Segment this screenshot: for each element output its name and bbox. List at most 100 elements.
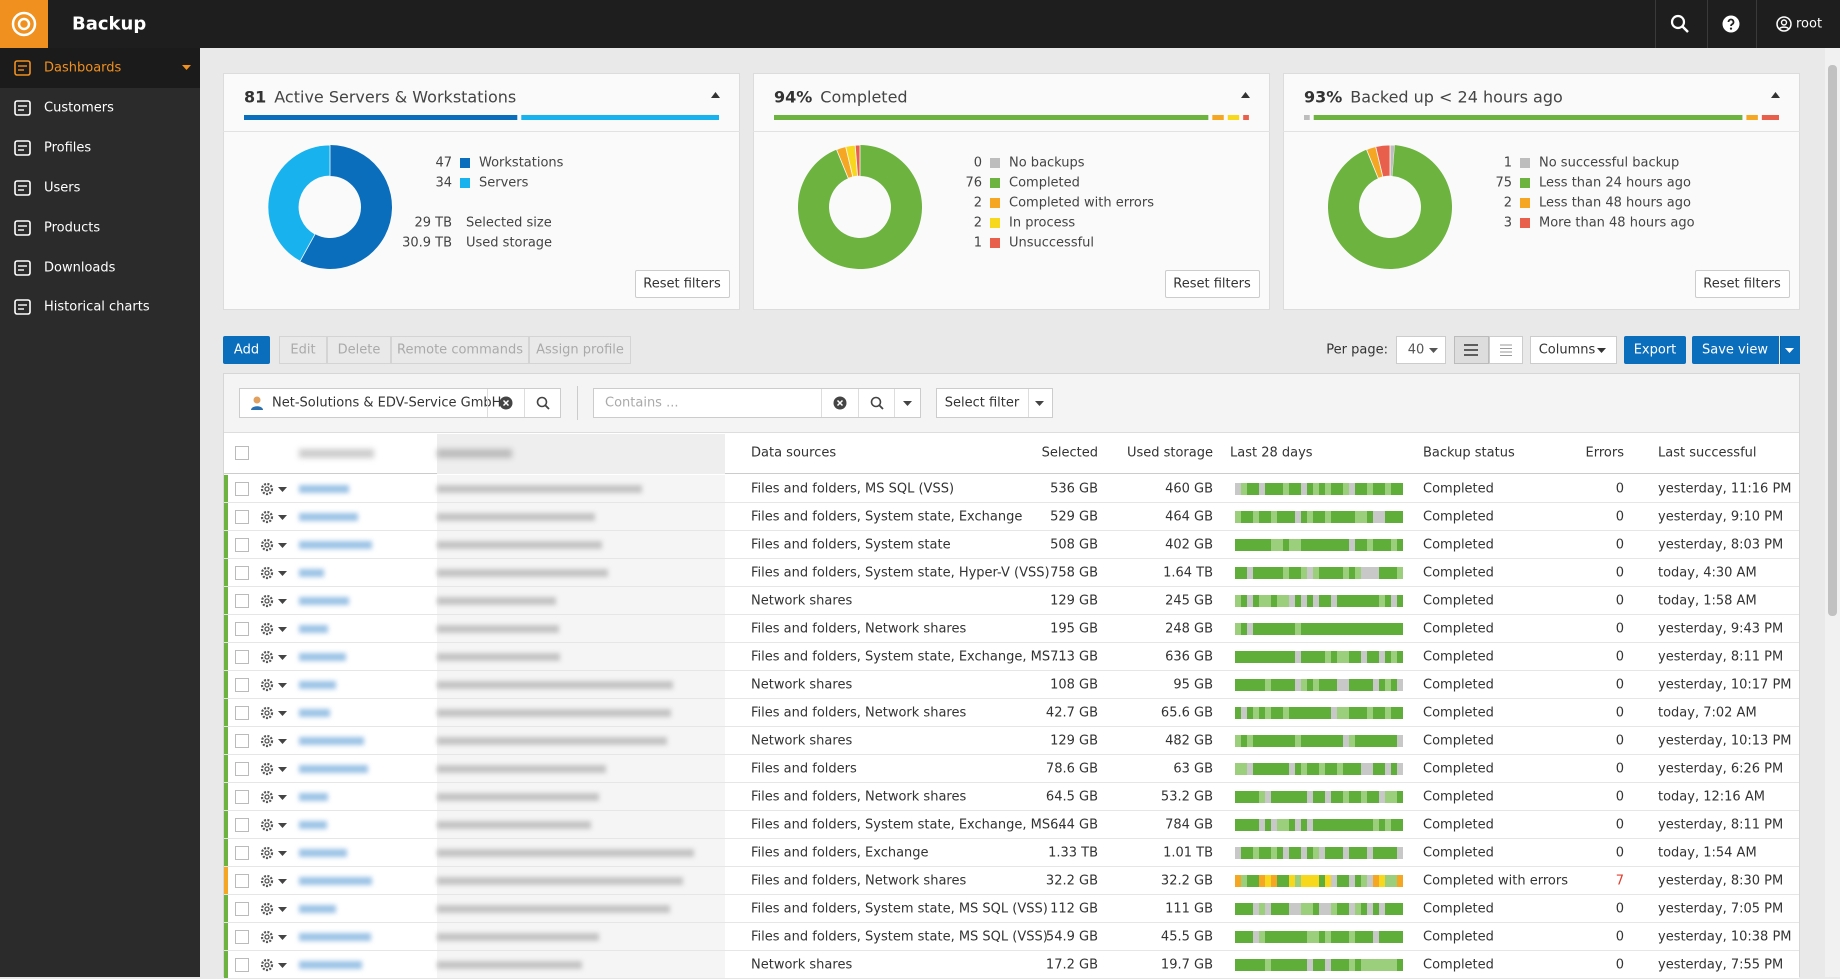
blurred-link[interactable] — [299, 568, 325, 577]
row-checkbox[interactable] — [235, 677, 249, 692]
search-icon[interactable] — [536, 396, 550, 410]
blurred-link[interactable] — [299, 708, 331, 717]
save-view-button[interactable] — [1692, 336, 1779, 364]
collapse-icon[interactable] — [1771, 92, 1781, 99]
toolbar-button[interactable] — [279, 336, 327, 364]
legend-label[interactable]: In process — [1009, 215, 1076, 231]
donut-segment[interactable] — [854, 144, 861, 177]
grid-view[interactable] — [1489, 336, 1523, 364]
row-checkbox[interactable] — [235, 733, 249, 748]
scroll-thumb[interactable] — [1828, 65, 1837, 616]
per-page-select[interactable] — [1396, 336, 1446, 364]
column-header[interactable]: Data sources — [751, 445, 837, 461]
collapse-icon[interactable] — [1241, 92, 1251, 99]
row-checkbox[interactable] — [235, 621, 249, 636]
donut-segment[interactable] — [1375, 144, 1391, 178]
row-checkbox[interactable] — [235, 509, 249, 524]
blurred-link[interactable] — [299, 596, 349, 605]
user-name[interactable]: root — [1796, 16, 1823, 32]
row-gear[interactable] — [260, 538, 274, 552]
row-gear[interactable] — [260, 622, 274, 636]
collapse-icon[interactable] — [711, 92, 721, 99]
reset-button[interactable] — [1165, 270, 1260, 298]
blurred-link[interactable] — [299, 848, 348, 857]
row-gear[interactable] — [260, 790, 274, 804]
clear-icon[interactable] — [499, 396, 513, 410]
legend-label[interactable]: Workstations — [479, 155, 564, 171]
menu-item[interactable]: Products — [44, 220, 101, 236]
legend-label[interactable]: Less than 24 hours ago — [1539, 175, 1691, 191]
row-gear[interactable] — [260, 650, 274, 664]
blurred-link[interactable] — [299, 932, 372, 941]
row-gear[interactable] — [260, 958, 274, 972]
row-gear[interactable] — [260, 566, 274, 580]
blurred-link[interactable] — [299, 960, 363, 969]
menu-item[interactable]: Dashboards — [44, 60, 122, 76]
row-checkbox[interactable] — [235, 481, 249, 496]
row-gear[interactable] — [260, 510, 274, 524]
row-checkbox[interactable] — [235, 873, 249, 888]
blurred-link[interactable] — [299, 652, 346, 661]
donut-segment[interactable] — [1328, 145, 1452, 269]
blurred-link[interactable] — [299, 540, 372, 549]
row-checkbox[interactable] — [235, 957, 249, 972]
header-checkbox[interactable] — [235, 446, 249, 460]
row-gear[interactable] — [260, 846, 274, 860]
legend-label[interactable]: No successful backup — [1539, 155, 1680, 171]
blurred-link[interactable] — [299, 904, 336, 913]
row-checkbox[interactable] — [235, 929, 249, 944]
column-header[interactable]: Backup status — [1423, 445, 1515, 461]
row-gear[interactable] — [260, 678, 274, 692]
help-icon[interactable] — [1722, 15, 1740, 33]
clear-icon[interactable] — [833, 396, 847, 410]
blurred-link[interactable] — [299, 624, 329, 633]
row-checkbox[interactable] — [235, 649, 249, 664]
row-checkbox[interactable] — [235, 565, 249, 580]
row-gear[interactable] — [260, 874, 274, 888]
toolbar-button[interactable] — [327, 336, 391, 364]
row-gear[interactable] — [260, 594, 274, 608]
blurred-link[interactable] — [299, 736, 364, 745]
legend-label[interactable]: Unsuccessful — [1009, 235, 1095, 251]
column-header[interactable]: Last successful — [1658, 445, 1757, 461]
legend-label[interactable]: Servers — [479, 175, 529, 191]
toolbar-button[interactable] — [391, 336, 529, 364]
row-checkbox[interactable] — [235, 761, 249, 776]
blurred-link[interactable] — [299, 876, 373, 885]
row-gear[interactable] — [260, 930, 274, 944]
blurred-link[interactable] — [299, 820, 327, 829]
user-icon[interactable] — [1776, 16, 1792, 32]
legend-label[interactable]: Completed — [1009, 175, 1080, 191]
row-gear[interactable] — [260, 734, 274, 748]
row-checkbox[interactable] — [235, 817, 249, 832]
menu-item[interactable]: Customers — [44, 100, 114, 116]
menu-item[interactable]: Users — [44, 180, 81, 196]
reset-button[interactable] — [635, 270, 730, 298]
row-gear[interactable] — [260, 818, 274, 832]
column-header[interactable]: Used storage — [1126, 445, 1213, 461]
blurred-link[interactable] — [299, 512, 358, 521]
row-gear[interactable] — [260, 762, 274, 776]
legend-label[interactable]: More than 48 hours ago — [1539, 215, 1695, 231]
scrollbar[interactable] — [1825, 48, 1840, 977]
menu-item[interactable]: Downloads — [44, 260, 116, 276]
row-checkbox[interactable] — [235, 901, 249, 916]
row-gear[interactable] — [260, 482, 274, 496]
donut-segment[interactable] — [300, 145, 392, 269]
row-checkbox[interactable] — [235, 537, 249, 552]
select-filter[interactable] — [936, 388, 1053, 418]
search-icon[interactable] — [1670, 14, 1690, 34]
row-checkbox[interactable] — [235, 593, 249, 608]
blurred-link[interactable] — [299, 792, 329, 801]
blurred-link[interactable] — [299, 764, 369, 773]
blurred-link[interactable] — [299, 484, 349, 493]
row-gear[interactable] — [260, 706, 274, 720]
search-icon[interactable] — [870, 396, 884, 410]
column-header[interactable]: Errors — [1585, 445, 1624, 461]
blurred-link[interactable] — [299, 680, 336, 689]
reset-button[interactable] — [1695, 270, 1790, 298]
row-checkbox[interactable] — [235, 789, 249, 804]
donut-segment[interactable] — [798, 145, 922, 269]
column-header[interactable]: Selected — [1041, 445, 1098, 461]
donut-segment[interactable] — [267, 144, 331, 262]
